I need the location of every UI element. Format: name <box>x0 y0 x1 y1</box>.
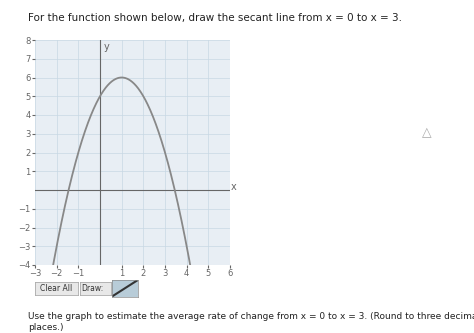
Text: y: y <box>103 42 109 52</box>
Text: For the function shown below, draw the secant line from x = 0 to x = 3.: For the function shown below, draw the s… <box>28 13 402 23</box>
Text: Clear All: Clear All <box>40 284 73 293</box>
Text: △: △ <box>422 127 431 140</box>
Text: x: x <box>231 182 237 192</box>
Text: Draw:: Draw: <box>81 284 103 293</box>
Text: Use the graph to estimate the average rate of change from x = 0 to x = 3. (Round: Use the graph to estimate the average ra… <box>28 312 474 332</box>
